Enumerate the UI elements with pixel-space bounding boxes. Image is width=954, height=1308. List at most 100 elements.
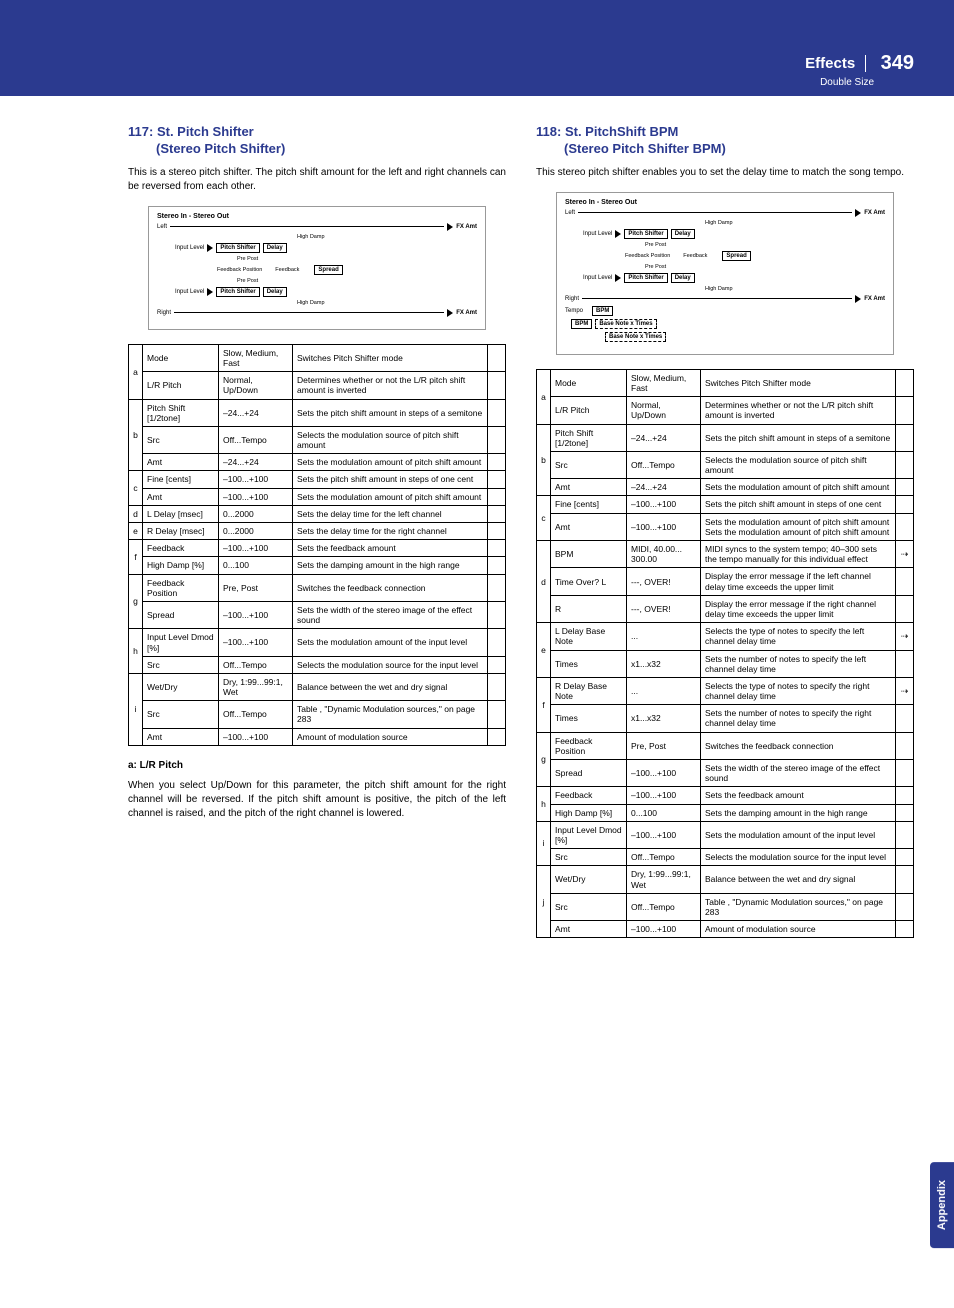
param-value: –100...+100: [219, 488, 293, 505]
arrow-icon: [207, 288, 213, 296]
table-row: Amt–100...+100Amount of modulation sourc…: [537, 921, 914, 938]
table-row: hFeedback–100...+100Sets the feedback am…: [537, 787, 914, 804]
param-desc: Sets the pitch shift amount in steps of …: [701, 424, 896, 451]
param-desc: Table , "Dynamic Modulation sources," on…: [293, 701, 488, 728]
fx117-params-table: aModeSlow, Medium, FastSwitches Pitch Sh…: [128, 344, 506, 746]
param-desc: Sets the number of notes to specify the …: [701, 650, 896, 677]
param-desc: Sets the pitch shift amount in steps of …: [293, 399, 488, 426]
diag-bpm: BPM: [592, 306, 613, 316]
param-name: Times: [551, 650, 627, 677]
param-value: Off...Tempo: [627, 849, 701, 866]
empty-cell: [488, 629, 506, 656]
dmod-link-cell: [896, 595, 914, 622]
diag-fxamt: FX Amt: [864, 210, 885, 216]
param-value: –24...+24: [219, 454, 293, 471]
left-column: 117: St. Pitch Shifter (Stereo Pitch Shi…: [128, 124, 506, 952]
param-desc: Sets the damping amount in the high rang…: [293, 557, 488, 574]
param-value: –100...+100: [219, 540, 293, 557]
diagram-title: Stereo In - Stereo Out: [157, 213, 477, 220]
diag-input2: Input Level: [583, 275, 612, 281]
diag-delay: Delay: [263, 243, 287, 253]
param-desc: Switches Pitch Shifter mode: [701, 369, 896, 396]
fx117-subhead: a: L/R Pitch: [128, 760, 506, 771]
param-value: –24...+24: [219, 399, 293, 426]
param-desc: Sets the pitch shift amount in steps of …: [293, 471, 488, 488]
table-row: Time Over? L---, OVER!Display the error …: [537, 568, 914, 595]
table-row: bPitch Shift [1/2tone]–24...+24Sets the …: [537, 424, 914, 451]
dmod-link-cell: ⇢: [896, 677, 914, 704]
diag-bnt2: Base Note x Times: [605, 332, 666, 342]
diag-ps2: Pitch Shifter: [624, 273, 667, 283]
empty-cell: [488, 557, 506, 574]
param-name: L Delay Base Note: [551, 623, 627, 650]
table-row: High Damp [%]0...100Sets the damping amo…: [129, 557, 506, 574]
param-name: Time Over? L: [551, 568, 627, 595]
param-desc: Selects the modulation source for the in…: [293, 656, 488, 673]
param-desc: Amount of modulation source: [701, 921, 896, 938]
group-cell: a: [129, 344, 143, 399]
diag-left: Left: [565, 210, 575, 216]
param-name: R Delay [msec]: [143, 523, 219, 540]
group-cell: h: [537, 787, 551, 821]
group-cell: e: [129, 523, 143, 540]
param-name: Input Level Dmod [%]: [551, 821, 627, 848]
group-cell: c: [129, 471, 143, 505]
fx117-intro: This is a stereo pitch shifter. The pitc…: [128, 166, 506, 194]
diag-tempo: Tempo: [565, 308, 583, 314]
diag-left: Left: [157, 224, 167, 230]
param-name: Feedback Position: [143, 574, 219, 601]
diag-bpm2: BPM: [571, 319, 592, 329]
fx118-intro: This stereo pitch shifter enables you to…: [536, 166, 914, 180]
param-value: –100...+100: [627, 760, 701, 787]
table-row: iInput Level Dmod [%]–100...+100Sets the…: [537, 821, 914, 848]
diag-ps: Pitch Shifter: [624, 229, 667, 239]
param-name: L/R Pitch: [143, 372, 219, 399]
param-desc: Sets the number of notes to specify the …: [701, 705, 896, 732]
header-sub: Double Size: [0, 77, 914, 88]
param-desc: Sets the modulation amount of pitch shif…: [293, 454, 488, 471]
param-name: Feedback: [143, 540, 219, 557]
fx117-subtext: When you select Up/Down for this paramet…: [128, 779, 506, 821]
arrow-icon: [207, 244, 213, 252]
empty-cell: [488, 673, 506, 700]
param-value: ...: [627, 677, 701, 704]
dmod-link-cell: [896, 397, 914, 424]
param-value: ---, OVER!: [627, 568, 701, 595]
param-value: Normal, Up/Down: [627, 397, 701, 424]
diag-spread: Spread: [314, 265, 342, 275]
param-desc: Determines whether or not the L/R pitch …: [701, 397, 896, 424]
diag-delay2: Delay: [671, 273, 695, 283]
param-value: ...: [627, 623, 701, 650]
param-name: High Damp [%]: [551, 804, 627, 821]
table-row: hInput Level Dmod [%]–100...+100Sets the…: [129, 629, 506, 656]
param-name: Pitch Shift [1/2tone]: [551, 424, 627, 451]
param-name: Spread: [551, 760, 627, 787]
diag-fbpos: Feedback Position: [625, 253, 670, 259]
dmod-link-cell: ⇢: [896, 541, 914, 568]
empty-cell: [488, 728, 506, 745]
param-name: Pitch Shift [1/2tone]: [143, 399, 219, 426]
param-value: –100...+100: [627, 821, 701, 848]
fx118-name: St. PitchShift BPM: [565, 124, 678, 139]
dmod-icon: ⇢: [901, 549, 909, 559]
fx118-sub: (Stereo Pitch Shifter BPM): [536, 141, 914, 158]
param-desc: Sets the delay time for the right channe…: [293, 523, 488, 540]
table-row: aModeSlow, Medium, FastSwitches Pitch Sh…: [537, 369, 914, 396]
param-name: Amt: [143, 488, 219, 505]
param-value: ---, OVER!: [627, 595, 701, 622]
param-value: Slow, Medium, Fast: [627, 369, 701, 396]
diag-prepost2: Pre Post: [645, 264, 666, 270]
fx118-diagram: Stereo In - Stereo Out Left FX Amt High …: [556, 192, 894, 355]
section-label: Effects: [805, 55, 866, 72]
param-name: Src: [143, 656, 219, 673]
param-value: –100...+100: [219, 629, 293, 656]
table-row: SrcOff...TempoTable , "Dynamic Modulatio…: [537, 893, 914, 920]
group-cell: d: [129, 505, 143, 522]
param-name: Times: [551, 705, 627, 732]
param-name: Src: [551, 451, 627, 478]
dmod-link-cell: [896, 893, 914, 920]
param-desc: Amount of modulation source: [293, 728, 488, 745]
diag-input: Input Level: [175, 245, 204, 251]
param-desc: Table , "Dynamic Modulation sources," on…: [701, 893, 896, 920]
param-value: 0...2000: [219, 505, 293, 522]
